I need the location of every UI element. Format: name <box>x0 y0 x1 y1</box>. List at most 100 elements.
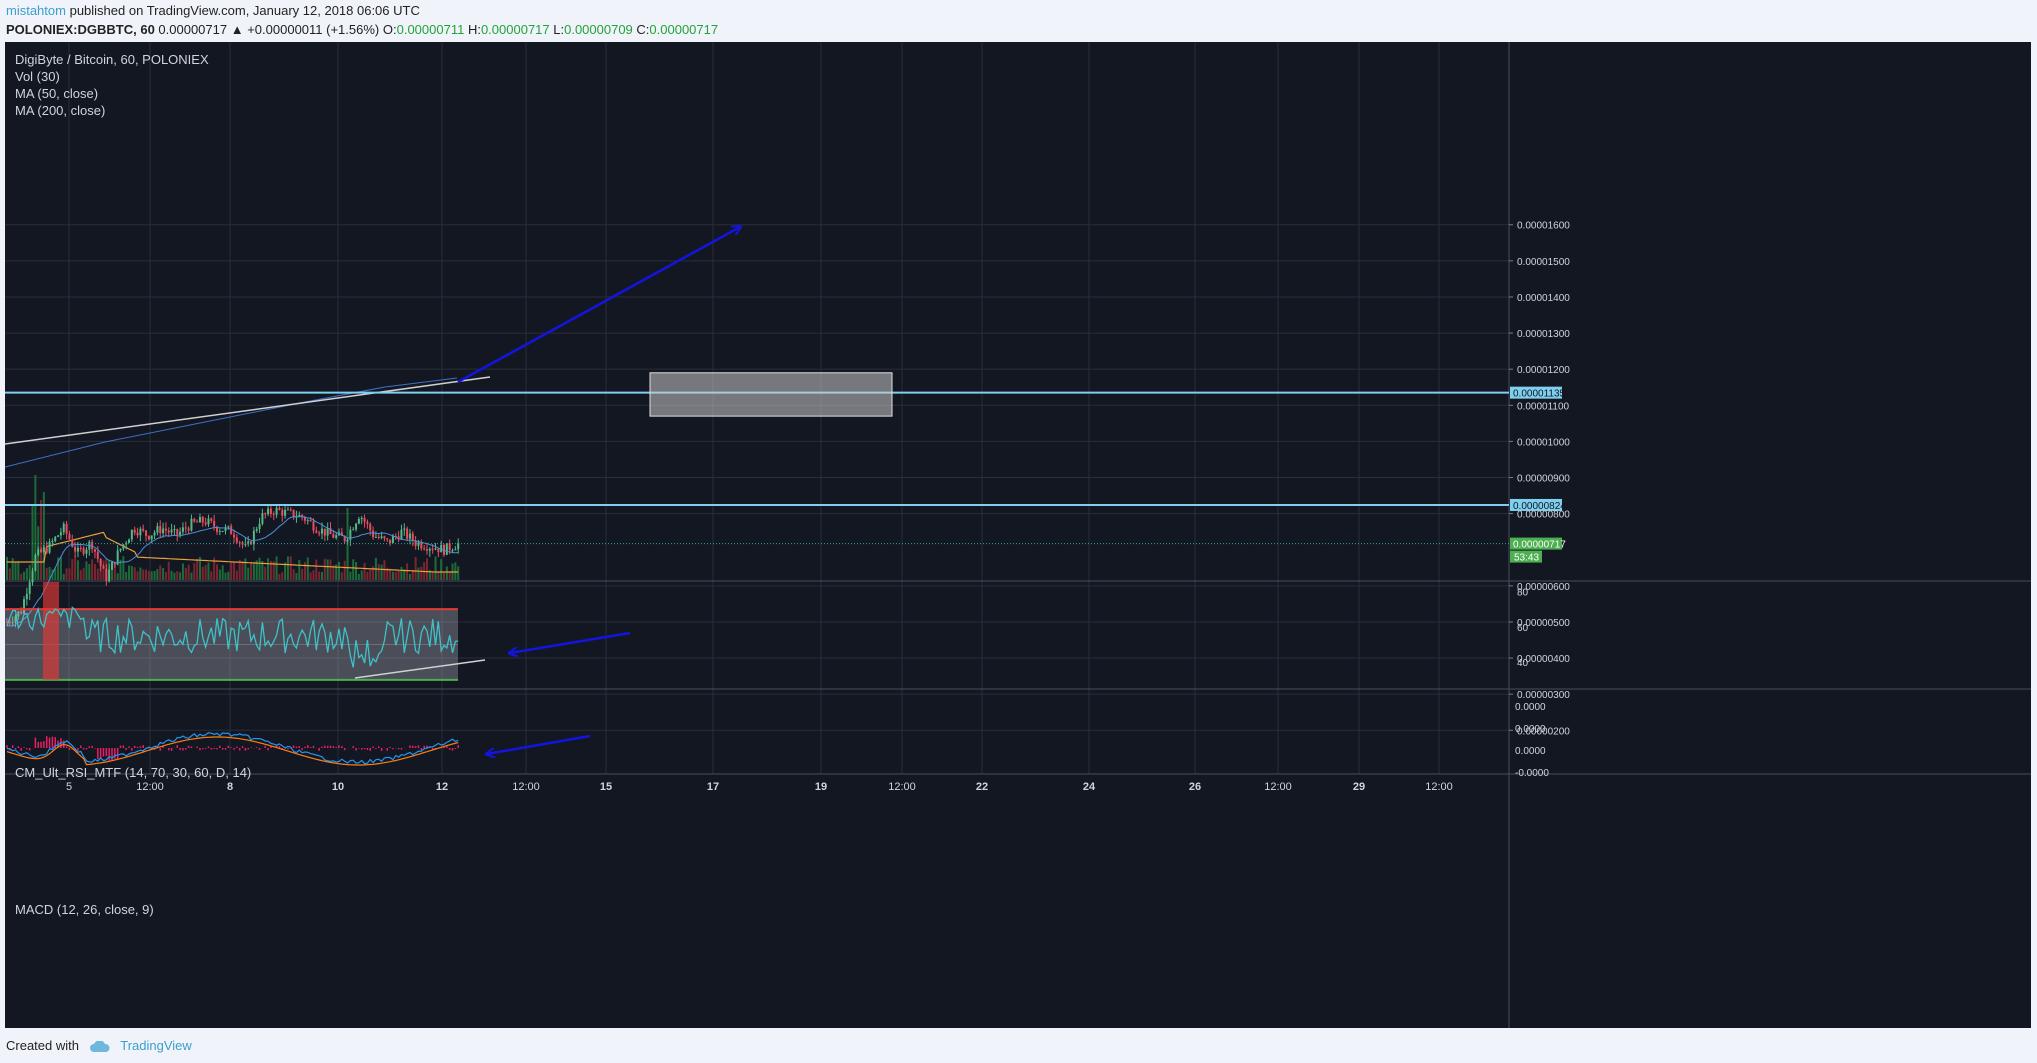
volume-bar <box>443 572 446 580</box>
volume-bar <box>193 563 196 580</box>
ohlc-header: POLONIEX:DGBBTC, 60 0.00000717 ▲ +0.0000… <box>6 22 718 37</box>
candle-body <box>122 544 125 549</box>
publish-header: mistahtom published on TradingView.com, … <box>6 3 420 18</box>
candle-body <box>130 529 133 540</box>
candle-body <box>428 548 431 551</box>
volume-bar <box>244 558 247 580</box>
candle-body <box>247 541 250 544</box>
candle-body <box>193 518 196 522</box>
volume-bar <box>198 556 201 580</box>
publish-info: published on TradingView.com, January 12… <box>69 3 420 18</box>
low-label: L: <box>553 22 565 37</box>
candle-body <box>326 528 329 536</box>
candle-body <box>250 541 253 545</box>
candle-body <box>286 509 289 511</box>
volume-bar <box>400 566 403 580</box>
high-value: 0.00000717 <box>480 22 550 37</box>
volume-bar <box>233 562 236 580</box>
candle-body <box>51 541 54 543</box>
candle-body <box>457 542 460 550</box>
volume-bar <box>213 557 216 580</box>
macd-tick-label: 0.0000 <box>1515 724 1546 735</box>
candle-body <box>133 529 136 533</box>
volume-bar <box>394 571 397 580</box>
volume-bar <box>349 571 352 580</box>
volume-bar <box>215 564 218 580</box>
macd-tick-label: -0.0000 <box>1515 768 1549 779</box>
candle-body <box>318 532 321 534</box>
candle-body <box>315 530 318 533</box>
candles <box>6 503 460 628</box>
volume-bar <box>428 570 431 580</box>
candle-body <box>312 521 315 531</box>
candle-body <box>110 562 113 570</box>
candle-body <box>93 549 96 552</box>
legend-ma50: MA (50, close) <box>15 86 98 101</box>
candle-body <box>443 544 446 555</box>
rsi-tick-label: 60 <box>1517 623 1529 634</box>
candle-body <box>292 509 295 518</box>
candle-body <box>150 535 153 540</box>
candle-body <box>71 539 74 547</box>
legend-vol: Vol (30) <box>15 69 60 84</box>
candle-body <box>91 541 94 550</box>
candle-body <box>397 536 400 540</box>
time-tick-label: 17 <box>707 781 719 793</box>
candle-body <box>320 528 323 534</box>
volume-bar <box>25 568 28 580</box>
time-tick-label: 24 <box>1083 781 1096 793</box>
candle-body <box>82 548 85 554</box>
candle-body <box>386 538 389 540</box>
candle-body <box>23 599 26 614</box>
volume-bar <box>116 573 119 580</box>
level-tag <box>1510 498 1562 511</box>
tradingview-link[interactable]: TradingView <box>120 1038 192 1053</box>
author-link[interactable]: mistahtom <box>6 3 66 18</box>
candle-body <box>357 518 360 524</box>
volume-bar <box>68 568 71 580</box>
volume-bar <box>17 561 20 580</box>
volume-bar <box>34 475 37 580</box>
volume-bar <box>85 561 88 580</box>
volume-bar <box>323 558 326 580</box>
time-tick-label: 22 <box>976 781 988 793</box>
candle-body <box>116 550 119 565</box>
candle-body <box>275 507 278 515</box>
candle-body <box>355 523 358 530</box>
volume-bar <box>457 566 460 580</box>
candle-body <box>37 549 40 555</box>
candle-body <box>164 528 167 531</box>
price-chart[interactable]: 0.00001135 0.00000824 0.00000717 53:43 0.00… <box>5 42 2031 1028</box>
volume-bar <box>196 558 199 580</box>
time-tick-label: 15 <box>600 781 612 793</box>
volume-bar <box>28 564 31 580</box>
candle-body <box>25 593 28 600</box>
rsi-tick-label: 80 <box>1517 587 1529 598</box>
candle-body <box>255 529 258 531</box>
close-label: C: <box>636 22 650 37</box>
rsi-trend-line <box>354 659 486 679</box>
last-price-label: 0.00000717 <box>1513 540 1566 551</box>
level-tag <box>1510 386 1562 399</box>
time-tick-label: 12:00 <box>1425 781 1453 793</box>
volume-bar <box>437 572 440 580</box>
candle-body <box>391 536 394 544</box>
volume-bar <box>57 557 60 580</box>
price-change: ▲ +0.00000011 (+1.56%) <box>230 22 380 37</box>
volume-bar <box>369 568 372 580</box>
volume-bar <box>332 565 335 580</box>
volume-bar <box>275 556 278 580</box>
volume-bar <box>312 570 315 580</box>
volume-bar <box>238 559 241 580</box>
candle-body <box>65 523 68 534</box>
candle-body <box>173 529 176 531</box>
candle-body <box>403 528 406 530</box>
volume-bar <box>420 566 423 580</box>
candle-body <box>102 566 105 569</box>
candle-body <box>218 531 221 533</box>
overlays: 0.00001135 0.00000824 0.00000717 53:43 <box>5 227 1566 627</box>
time-tick-label: 12:00 <box>1264 781 1292 793</box>
candle-body <box>17 611 20 617</box>
last-price: 0.00000717 <box>158 22 228 37</box>
volume-bar <box>181 563 184 580</box>
